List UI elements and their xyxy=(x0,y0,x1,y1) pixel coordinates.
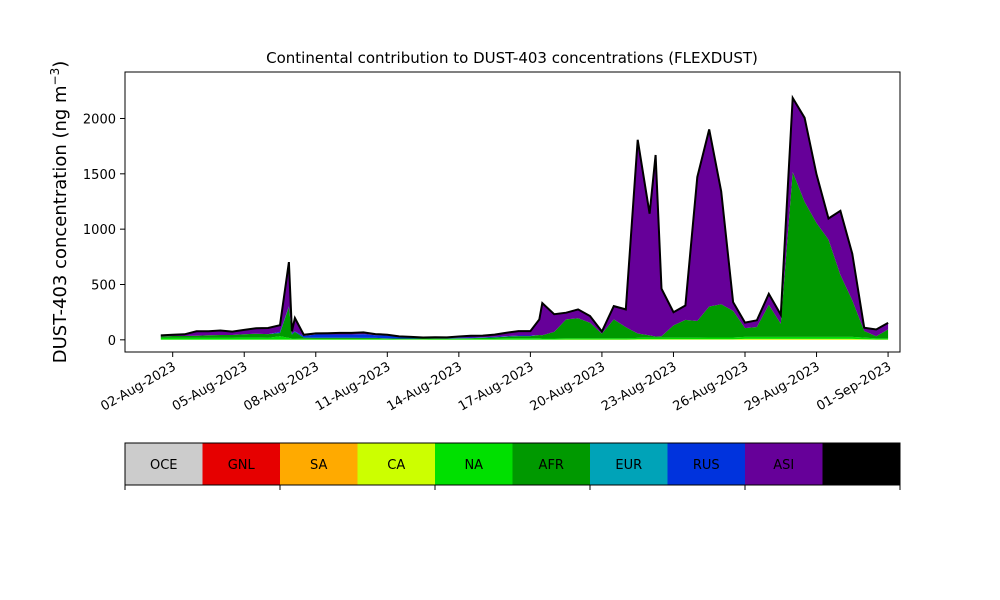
y-tick-label: 500 xyxy=(91,278,116,293)
y-tick-label: 0 xyxy=(108,334,116,349)
colorbar-swatch-aus xyxy=(822,443,901,485)
colorbar-swatch-asi xyxy=(745,443,823,485)
y-tick-label: 2000 xyxy=(83,112,116,127)
x-tick-label: 17-Aug-2023 xyxy=(456,359,536,414)
x-tick-label: 01-Sep-2023 xyxy=(814,359,894,414)
x-tick-label: 23-Aug-2023 xyxy=(599,359,679,414)
x-tick-label: 08-Aug-2023 xyxy=(241,359,321,414)
colorbar-label-asi: ASI xyxy=(773,458,794,473)
colorbar-frame xyxy=(124,442,901,486)
x-tick-label: 14-Aug-2023 xyxy=(385,359,465,414)
total-concentration-line xyxy=(160,94,889,339)
x-tick-label: 20-Aug-2023 xyxy=(528,359,608,414)
x-tick-label: 29-Aug-2023 xyxy=(742,359,822,414)
x-tick-label: 05-Aug-2023 xyxy=(170,359,250,414)
x-tick-label: 11-Aug-2023 xyxy=(313,359,393,414)
y-axis-label: DUST-403 concentration (ng m−3) xyxy=(48,61,71,364)
area-asi xyxy=(160,97,889,338)
area-ca xyxy=(160,338,889,340)
colorbar-label-sa: SA xyxy=(310,458,327,473)
colorbar-label-ca: CA xyxy=(387,458,405,473)
stacked-areas xyxy=(160,97,889,340)
y-axis: 0 500 1000 1500 2000 xyxy=(83,112,125,349)
colorbar-label-afr: AFR xyxy=(539,458,564,473)
area-na xyxy=(160,336,889,340)
y-tick-label: 1500 xyxy=(83,168,116,183)
area-afr xyxy=(160,172,889,340)
region-colorbar: OCE GNL SA CA NA AFR EUR RUS ASI AUS xyxy=(124,442,901,490)
colorbar-label-oce: OCE xyxy=(150,458,178,473)
colorbar-label-rus: RUS xyxy=(693,458,720,473)
colorbar-swatch-rus xyxy=(667,443,746,485)
colorbar-label-eur: EUR xyxy=(615,458,642,473)
colorbar-swatch-ca xyxy=(357,443,436,485)
colorbar-swatch-na xyxy=(435,443,513,485)
x-tick-label: 26-Aug-2023 xyxy=(671,359,751,414)
colorbar-label-gnl: GNL xyxy=(228,458,256,473)
colorbar-label-aus: AUS xyxy=(848,458,875,473)
x-axis: 02-Aug-202305-Aug-202308-Aug-202311-Aug-… xyxy=(98,352,894,415)
chart-title: Continental contribution to DUST-403 con… xyxy=(266,49,758,67)
x-tick-label: 02-Aug-2023 xyxy=(98,359,178,414)
colorbar-swatch-gnl xyxy=(202,443,281,485)
colorbar-swatch-sa xyxy=(280,443,358,485)
colorbar-label-na: NA xyxy=(464,458,483,473)
plot-frame xyxy=(124,71,901,353)
y-tick-label: 1000 xyxy=(83,223,116,238)
colorbar-swatch-oce xyxy=(125,443,203,485)
colorbar-swatch-afr xyxy=(512,443,591,485)
colorbar-swatch-eur xyxy=(590,443,668,485)
